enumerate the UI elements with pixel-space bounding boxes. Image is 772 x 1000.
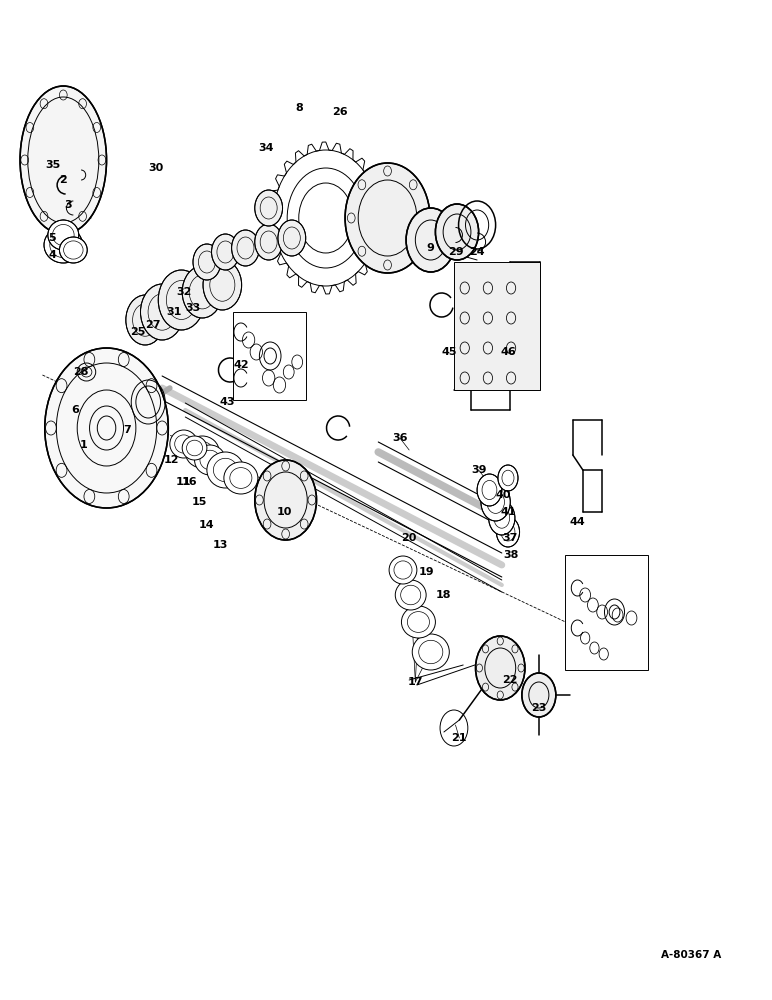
Ellipse shape (195, 445, 225, 475)
Circle shape (481, 483, 510, 521)
Ellipse shape (224, 462, 258, 494)
Text: 39: 39 (471, 465, 486, 475)
Ellipse shape (185, 436, 219, 468)
Circle shape (203, 260, 242, 310)
Text: 1: 1 (80, 440, 87, 450)
Circle shape (255, 190, 283, 226)
Text: 26: 26 (332, 107, 347, 117)
Text: 12: 12 (164, 455, 179, 465)
Circle shape (255, 224, 283, 260)
Circle shape (193, 244, 221, 280)
Text: 30: 30 (148, 163, 164, 173)
Text: 19: 19 (418, 567, 434, 577)
Text: 29: 29 (448, 247, 463, 257)
Ellipse shape (412, 634, 449, 670)
Circle shape (212, 234, 239, 270)
Text: 45: 45 (442, 347, 457, 357)
Bar (233, 312, 306, 400)
Circle shape (232, 230, 259, 266)
Ellipse shape (207, 452, 244, 488)
Circle shape (126, 295, 164, 345)
Text: 5: 5 (49, 233, 56, 243)
Text: 35: 35 (45, 160, 60, 170)
Circle shape (182, 266, 222, 318)
Ellipse shape (389, 556, 417, 584)
Circle shape (278, 220, 306, 256)
Text: 8: 8 (296, 103, 303, 113)
Text: 25: 25 (130, 327, 145, 337)
Text: 22: 22 (502, 675, 517, 685)
Text: 33: 33 (185, 303, 201, 313)
Circle shape (345, 163, 430, 273)
Text: 27: 27 (145, 320, 161, 330)
Bar (454, 262, 540, 390)
Text: 43: 43 (220, 397, 235, 407)
Text: 20: 20 (401, 533, 417, 543)
Text: 7: 7 (124, 425, 131, 435)
Circle shape (45, 348, 168, 508)
Text: 42: 42 (233, 360, 249, 370)
Circle shape (498, 465, 518, 491)
Text: 24: 24 (469, 247, 485, 257)
Text: 40: 40 (496, 490, 511, 500)
Ellipse shape (20, 86, 107, 234)
Circle shape (496, 517, 520, 547)
Text: 37: 37 (502, 533, 517, 543)
Text: 44: 44 (570, 517, 585, 527)
Text: 9: 9 (427, 243, 435, 253)
Text: 15: 15 (191, 497, 207, 507)
Text: 32: 32 (176, 287, 191, 297)
Ellipse shape (170, 430, 198, 458)
Text: 10: 10 (276, 507, 292, 517)
Circle shape (406, 208, 455, 272)
Ellipse shape (48, 220, 79, 250)
Circle shape (158, 270, 205, 330)
Text: 21: 21 (452, 733, 467, 743)
Text: 23: 23 (531, 703, 547, 713)
Text: 16: 16 (181, 477, 197, 487)
Text: 4: 4 (49, 250, 56, 260)
Text: A-80367 A: A-80367 A (661, 950, 721, 960)
Ellipse shape (401, 606, 435, 638)
Text: 14: 14 (199, 520, 215, 530)
Circle shape (435, 204, 479, 260)
Ellipse shape (44, 227, 83, 263)
Circle shape (522, 673, 556, 717)
Text: 46: 46 (500, 347, 516, 357)
Text: 3: 3 (64, 200, 72, 210)
Circle shape (476, 636, 525, 700)
Text: 18: 18 (436, 590, 452, 600)
Text: 34: 34 (259, 143, 274, 153)
Text: 11: 11 (176, 477, 191, 487)
Ellipse shape (59, 237, 87, 263)
Bar (565, 555, 648, 670)
Text: 13: 13 (212, 540, 228, 550)
Text: 31: 31 (166, 307, 181, 317)
Ellipse shape (395, 580, 426, 610)
Text: 36: 36 (392, 433, 408, 443)
Circle shape (477, 474, 502, 506)
Text: 6: 6 (72, 405, 80, 415)
Text: 41: 41 (500, 507, 516, 517)
Ellipse shape (182, 436, 207, 460)
Text: 17: 17 (408, 677, 423, 687)
Circle shape (489, 501, 515, 535)
Circle shape (255, 460, 317, 540)
Text: 38: 38 (503, 550, 519, 560)
Text: 2: 2 (59, 175, 67, 185)
Text: 28: 28 (73, 367, 89, 377)
Circle shape (141, 284, 184, 340)
